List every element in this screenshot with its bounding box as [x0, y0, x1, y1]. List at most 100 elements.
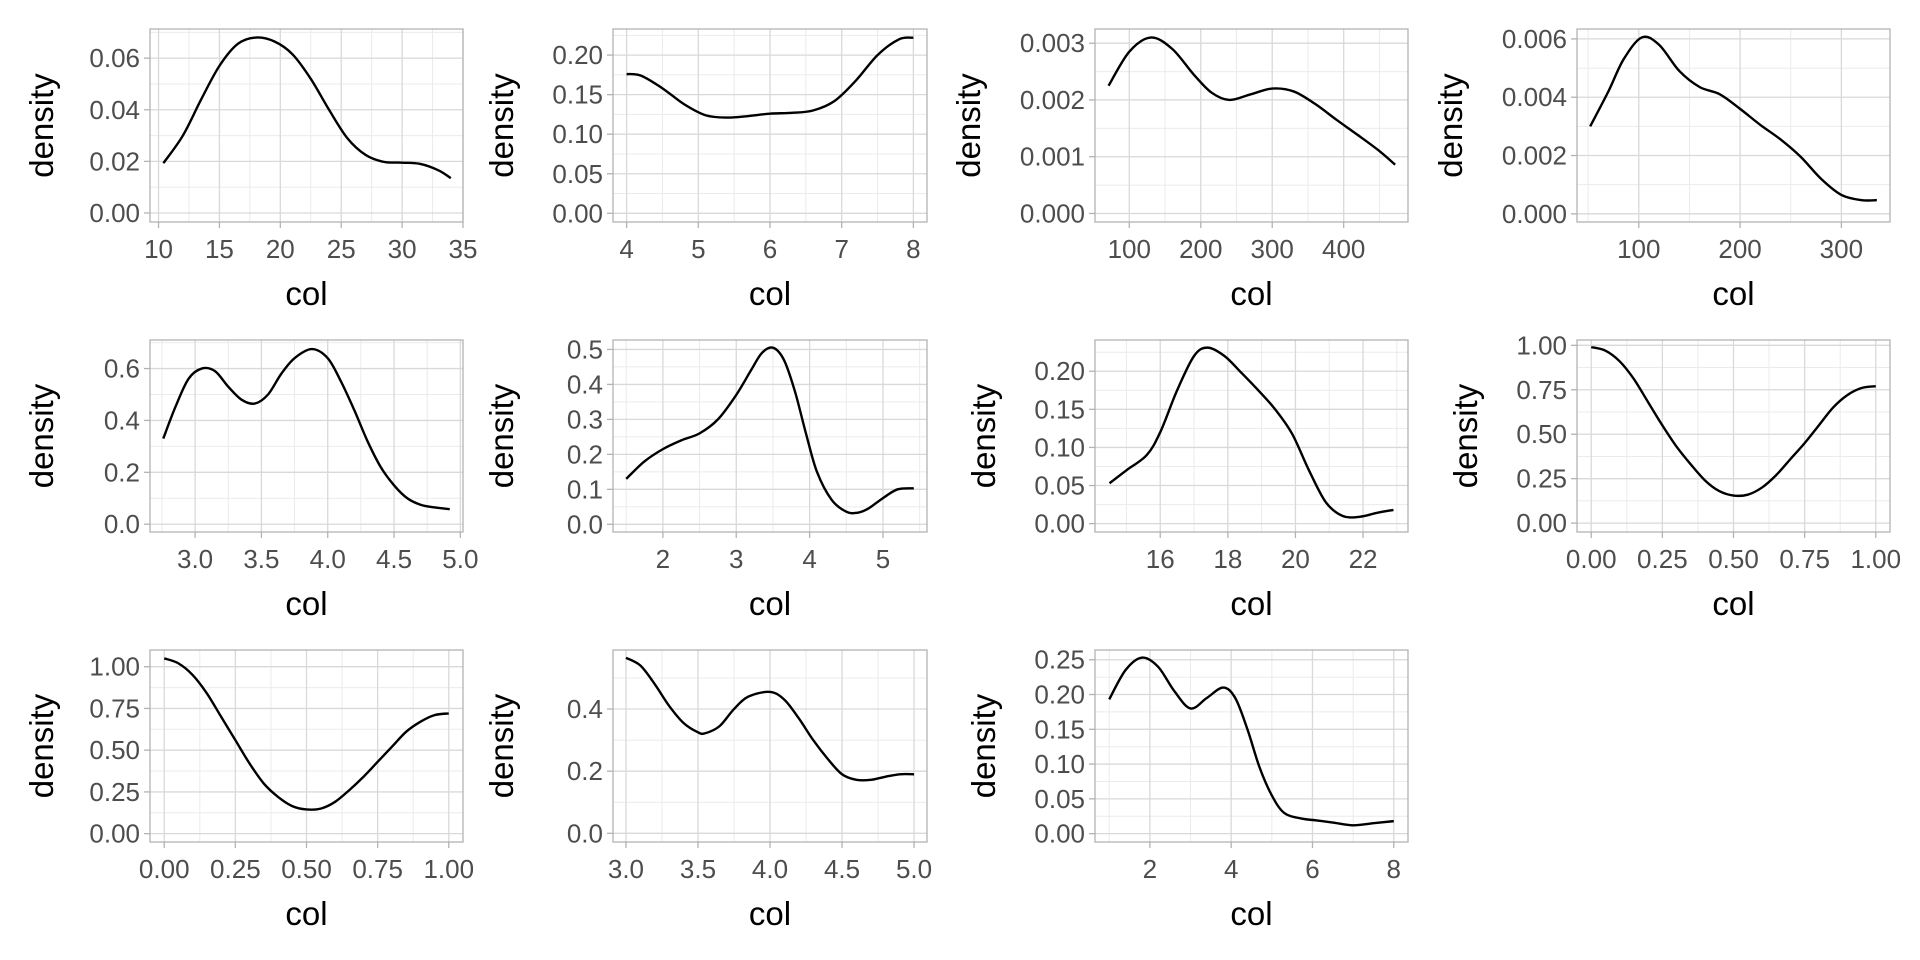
y-tick-label: 0.20 — [1034, 356, 1085, 386]
y-tick-label: 1.00 — [1516, 330, 1567, 360]
y-tick-label: 0.4 — [567, 369, 603, 399]
x-tick-label: 0.75 — [352, 854, 403, 884]
density-curve — [1590, 345, 1876, 498]
y-tick-label: 0.4 — [567, 694, 603, 724]
x-tick-label: 3.0 — [608, 854, 644, 884]
plot-background — [1095, 29, 1408, 222]
panel-border — [1576, 28, 1891, 223]
plot-background — [1095, 340, 1408, 532]
x-tick-label: 0.00 — [139, 854, 190, 884]
y-tick-label: 0.00 — [1034, 819, 1085, 849]
x-tick-label: 25 — [327, 234, 356, 264]
x-tick-label: 20 — [1281, 544, 1310, 574]
x-tick-label: 6 — [1305, 854, 1319, 884]
y-tick-label: 0.20 — [1034, 680, 1085, 710]
y-tick-label: 0.00 — [89, 819, 140, 849]
y-tick-label: 0.75 — [1516, 375, 1567, 405]
y-axis-title: density — [965, 693, 1002, 798]
y-axis-title: density — [483, 693, 520, 798]
x-tick-label: 3.0 — [177, 544, 213, 574]
y-tick-label: 0.10 — [552, 119, 603, 149]
x-tick-label: 8 — [906, 234, 920, 264]
x-tick-label: 300 — [1820, 234, 1863, 264]
x-tick-label: 2 — [656, 544, 670, 574]
panel-border — [1094, 649, 1409, 843]
x-tick-label: 4.5 — [824, 854, 860, 884]
plot-background — [150, 29, 463, 222]
y-tick-label: 0.25 — [1516, 464, 1567, 494]
y-tick-label: 0.00 — [1034, 509, 1085, 539]
y-tick-label: 0.15 — [1034, 714, 1085, 744]
x-tick-label: 4 — [802, 544, 816, 574]
y-tick-label: 0.50 — [89, 735, 140, 765]
y-axis-title: density — [483, 73, 520, 178]
panel-border — [149, 339, 464, 533]
y-tick-label: 0.000 — [1502, 199, 1567, 229]
x-tick-label: 15 — [205, 234, 234, 264]
y-axis-title: density — [23, 693, 60, 798]
y-tick-label: 0.00 — [1516, 508, 1567, 538]
y-tick-label: 0.2 — [104, 457, 140, 487]
panel-1: 10 15 20 25 30 35 0.00 0.02 0.04 0.06 col density — [23, 28, 478, 312]
x-tick-label: 200 — [1179, 234, 1222, 264]
panel-8: 0.00 0.25 0.50 0.75 1.00 0.00 0.25 0.50 0.75 1.00… — [1447, 330, 1901, 622]
y-tick-label: 0.15 — [1034, 394, 1085, 424]
x-tick-label: 200 — [1718, 234, 1761, 264]
y-tick-label: 0.50 — [1516, 419, 1567, 449]
panel-6: 2 3 4 5 0.0 0.1 0.2 0.3 0.4 0.5 col density — [483, 334, 928, 622]
panel-2: 4 5 6 7 8 0.00 0.05 0.10 0.15 0.20 col density — [483, 28, 928, 312]
x-tick-label: 3.5 — [243, 544, 279, 574]
y-tick-label: 0.20 — [552, 40, 603, 70]
density-curve — [625, 656, 915, 782]
x-axis-title: col — [1230, 585, 1272, 622]
y-tick-label: 0.25 — [89, 777, 140, 807]
x-tick-label: 300 — [1251, 234, 1294, 264]
y-axis-title: density — [23, 73, 60, 178]
density-curve — [163, 657, 449, 811]
x-tick-label: 5.0 — [896, 854, 932, 884]
x-tick-label: 5.0 — [442, 544, 478, 574]
x-tick-label: 4.0 — [752, 854, 788, 884]
panel-11: 2 4 6 8 0.00 0.05 0.10 0.15 0.20 0.25 col density — [965, 645, 1409, 932]
y-tick-label: 0.0 — [567, 509, 603, 539]
x-axis-title: col — [1712, 585, 1754, 622]
y-axis-title: density — [1432, 73, 1469, 178]
y-axis-title: density — [965, 383, 1002, 488]
y-tick-label: 0.4 — [104, 405, 140, 435]
y-tick-label: 0.0 — [104, 509, 140, 539]
x-tick-label: 100 — [1617, 234, 1660, 264]
x-tick-label: 35 — [449, 234, 478, 264]
x-axis-title: col — [285, 585, 327, 622]
x-axis-title: col — [285, 275, 327, 312]
x-tick-label: 0.75 — [1779, 544, 1830, 574]
density-curve — [626, 36, 914, 119]
y-tick-label: 0.15 — [552, 80, 603, 110]
x-tick-label: 1.00 — [1850, 544, 1901, 574]
x-tick-label: 1.00 — [423, 854, 474, 884]
y-tick-label: 0.00 — [552, 198, 603, 228]
x-axis-title: col — [1230, 275, 1272, 312]
x-tick-label: 0.25 — [210, 854, 261, 884]
y-tick-label: 1.00 — [89, 652, 140, 682]
x-axis-title: col — [1230, 895, 1272, 932]
plot-background — [613, 340, 927, 532]
x-tick-label: 5 — [876, 544, 890, 574]
x-tick-label: 0.50 — [1708, 544, 1759, 574]
density-curve — [1108, 656, 1394, 827]
x-tick-label: 8 — [1387, 854, 1401, 884]
panel-border — [149, 28, 464, 223]
x-tick-label: 16 — [1146, 544, 1175, 574]
y-tick-label: 0.6 — [104, 354, 140, 384]
y-tick-label: 0.006 — [1502, 24, 1567, 54]
x-tick-label: 22 — [1349, 544, 1378, 574]
y-tick-label: 0.04 — [89, 95, 140, 125]
y-tick-label: 0.2 — [567, 439, 603, 469]
x-tick-label: 4.5 — [376, 544, 412, 574]
panel-border — [1094, 28, 1409, 223]
x-tick-label: 3.5 — [680, 854, 716, 884]
x-tick-label: 10 — [144, 234, 173, 264]
plot-background — [1577, 29, 1890, 222]
x-tick-label: 20 — [266, 234, 295, 264]
x-axis-title: col — [749, 895, 791, 932]
